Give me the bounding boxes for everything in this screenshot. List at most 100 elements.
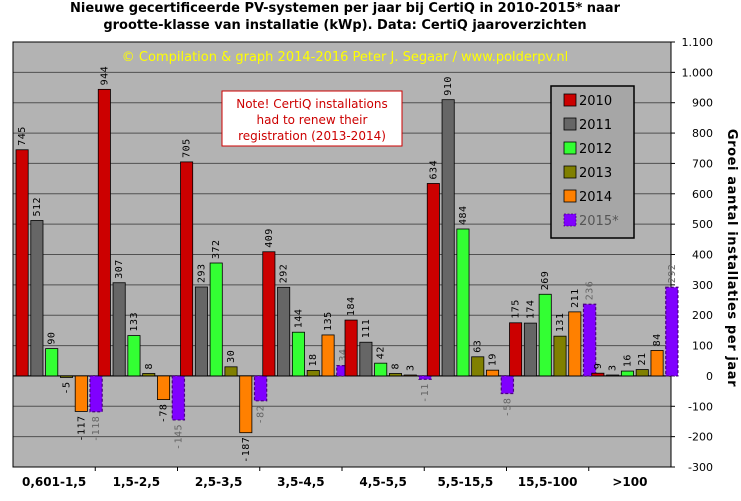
bar-2011-4 — [359, 341, 373, 377]
bar-2010-4 — [344, 319, 358, 377]
data-label: 63 — [473, 340, 484, 353]
data-label: -187 — [241, 437, 252, 463]
bar-2012-6 — [538, 293, 552, 377]
bar-2010-0 — [15, 149, 29, 377]
copyright-text: © Compilation & graph 2014-2016 Peter J.… — [122, 50, 568, 65]
data-label: 236 — [585, 281, 596, 301]
data-label: 8 — [144, 363, 155, 370]
data-label: 211 — [570, 288, 581, 308]
y-tick-label: 200 — [692, 309, 713, 322]
y-tick-label: 0 — [706, 370, 713, 383]
bar-2010-1 — [97, 88, 111, 377]
bar-2015-0 — [89, 375, 103, 413]
y-tick-label: 900 — [692, 97, 713, 110]
data-label: 90 — [47, 332, 58, 345]
data-label: -117 — [76, 415, 87, 441]
bar-2011-1 — [112, 282, 126, 377]
bar-2011-6 — [523, 322, 537, 377]
x-category-label: 3,5-4,5 — [277, 475, 325, 489]
bar-2012-0 — [45, 348, 59, 377]
y-tick-label: -100 — [688, 400, 713, 413]
note-line: registration (2013-2014) — [238, 129, 386, 143]
data-label: 135 — [323, 311, 334, 331]
note-line: had to renew their — [257, 113, 368, 127]
data-label: -11 — [420, 383, 431, 403]
legend-swatch-2015 — [563, 213, 577, 227]
legend-swatch-2011 — [563, 117, 577, 131]
data-label: 484 — [458, 205, 469, 225]
legend-label: 2011 — [579, 118, 612, 133]
bar-2014-1 — [157, 375, 171, 401]
data-label: 745 — [17, 126, 28, 146]
legend-label: 2010 — [579, 94, 612, 109]
bar-2013-1 — [142, 373, 156, 377]
data-label: 34 — [338, 349, 349, 362]
data-label: 634 — [428, 160, 439, 180]
y-tick-label: 500 — [692, 218, 713, 231]
data-label: 293 — [196, 263, 207, 283]
y-tick-label: -300 — [688, 461, 713, 474]
legend-label: 2012 — [579, 142, 612, 157]
data-label: 184 — [346, 297, 357, 317]
data-label: 21 — [637, 353, 648, 366]
bar-2015-7 — [665, 286, 679, 377]
y-axis-label: Groei aantal installaties per jaar — [724, 129, 739, 387]
data-label: -78 — [159, 404, 170, 424]
bar-2011-0 — [30, 220, 44, 377]
bar-2013-2 — [224, 366, 238, 377]
bar-2014-2 — [239, 375, 253, 434]
bar-2014-0 — [74, 375, 88, 412]
legend-label: 2015* — [579, 214, 619, 229]
legend-swatch-2014 — [563, 189, 577, 203]
data-label: 292 — [667, 264, 678, 284]
data-label: 9 — [593, 363, 604, 370]
bar-2013-4 — [388, 373, 402, 377]
bar-2010-5 — [426, 183, 440, 377]
data-label: -5 — [62, 381, 73, 394]
bar-2010-3 — [262, 251, 276, 377]
y-tick-label: 100 — [692, 340, 713, 353]
legend-swatch-2010 — [563, 93, 577, 107]
legend-swatch-2012 — [563, 141, 577, 155]
legend-box — [550, 85, 635, 239]
bar-2012-2 — [209, 262, 223, 377]
plot-area: -300-200-1000100200300400500600700800900… — [12, 36, 739, 489]
x-category-label: 0,601-1,5 — [22, 475, 86, 489]
bar-2012-4 — [374, 362, 388, 377]
bar-2015-2 — [253, 375, 268, 402]
data-label: 111 — [361, 319, 372, 339]
data-label: 910 — [443, 76, 454, 96]
bar-2014-5 — [486, 369, 500, 377]
x-category-label: 1,5-2,5 — [113, 475, 161, 489]
data-label: -58 — [502, 398, 513, 418]
bar-2014-6 — [568, 311, 582, 377]
y-tick-label: 400 — [692, 249, 713, 262]
bar-2015-5 — [500, 375, 515, 395]
chart-title: Nieuwe gecertificeerde PV-systemen per j… — [70, 1, 620, 33]
bar-2013-5 — [471, 356, 485, 377]
y-tick-label: 700 — [692, 157, 713, 170]
bar-2011-5 — [441, 99, 455, 377]
bar-2014-3 — [321, 334, 335, 377]
y-tick-label: 800 — [692, 127, 713, 140]
data-label: 84 — [652, 333, 663, 346]
bar-2011-7 — [606, 374, 620, 377]
legend-label: 2013 — [579, 166, 612, 181]
data-label: -145 — [173, 424, 184, 450]
data-label: -82 — [256, 405, 267, 425]
data-label: 3 — [608, 364, 619, 371]
data-label: 42 — [376, 346, 387, 359]
y-tick-label: 1.000 — [682, 66, 714, 79]
data-label: 174 — [525, 300, 536, 320]
bar-2010-2 — [180, 161, 194, 377]
bar-2010-6 — [509, 322, 523, 377]
bar-2012-1 — [127, 335, 141, 377]
bar-2013-6 — [553, 335, 567, 377]
bar-2010-7 — [591, 372, 605, 377]
data-label: 19 — [488, 353, 499, 366]
data-label: 705 — [182, 138, 193, 158]
data-label: 269 — [540, 271, 551, 291]
data-label: 372 — [211, 239, 222, 259]
bar-2012-5 — [456, 228, 470, 377]
